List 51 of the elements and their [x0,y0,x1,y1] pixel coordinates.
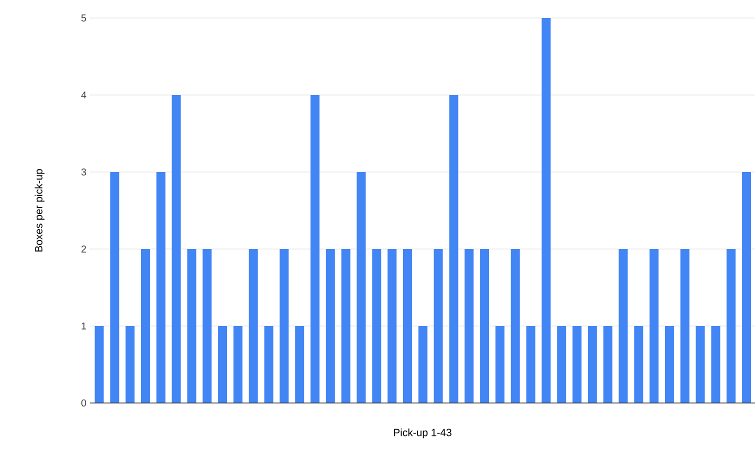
bar [402,249,412,403]
bar [664,326,674,403]
bar [526,326,536,403]
y-tick-label: 4 [81,92,86,98]
bar [510,249,520,403]
bar [557,326,566,403]
bar [295,326,304,403]
bar [480,249,490,403]
bar [542,18,551,403]
bar [680,249,690,403]
bar [187,249,196,403]
bar [110,172,120,403]
bar [310,95,320,403]
y-tick-label: 1 [82,322,86,330]
bar [464,249,474,403]
bar [233,326,242,403]
bar [280,249,289,403]
bar [326,249,335,403]
bar [634,326,644,403]
bar [172,95,181,403]
bar [94,326,104,403]
y-axis-title: Boxes per pick-up [34,169,44,252]
bar [711,326,720,403]
bar [126,326,135,403]
bar [341,249,350,403]
y-tick-label: 3 [81,168,86,176]
bar [156,172,166,403]
bar [264,326,274,403]
bar [418,326,428,403]
bar [434,249,443,403]
bar [726,249,736,403]
bar [218,326,228,403]
bar [588,326,597,403]
bar [650,249,659,403]
bar [248,249,258,403]
bar [202,249,212,403]
bar [388,249,397,403]
x-axis-title: Pick-up 1-43 [394,428,452,438]
bar [372,249,382,403]
y-tick-label: 2 [81,246,86,252]
bar [742,172,752,403]
y-tick-label: 0 [81,399,86,407]
bar [572,326,582,403]
bar [449,95,458,403]
bar [618,249,628,403]
bar [696,326,705,403]
bar [356,172,366,403]
y-tick-label: 5 [81,14,86,22]
bar [495,326,504,403]
bar [603,326,612,403]
bar [140,249,150,403]
